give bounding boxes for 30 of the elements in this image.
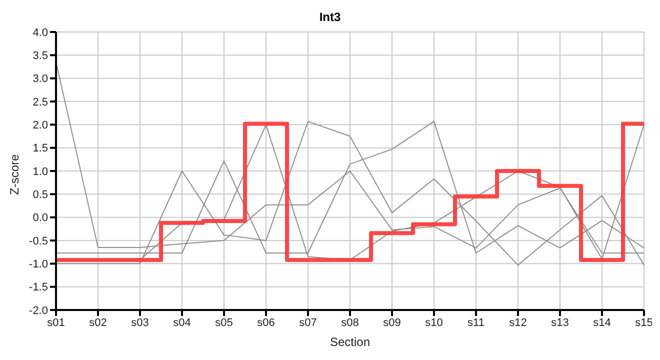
x-tick-label: s13 bbox=[551, 316, 569, 329]
x-tick-label: s10 bbox=[425, 316, 443, 329]
y-tick-label: 3.0 bbox=[32, 73, 48, 86]
x-axis-title: Section bbox=[330, 335, 370, 349]
y-tick-label: 3.5 bbox=[32, 50, 48, 62]
y-tick-label: 2.0 bbox=[32, 120, 48, 132]
x-tick-label: s02 bbox=[89, 316, 107, 329]
x-tick-label: s08 bbox=[341, 316, 359, 329]
chart-title: Int3 bbox=[318, 9, 342, 26]
x-tick-label: s09 bbox=[383, 316, 401, 329]
y-tick-label: 2.5 bbox=[32, 96, 48, 108]
x-tick-label: s14 bbox=[593, 316, 611, 329]
y-axis-title: Z-score bbox=[7, 154, 22, 195]
y-tick-label: 1.0 bbox=[32, 166, 48, 178]
x-tick-label: s03 bbox=[131, 316, 149, 329]
x-tick-label: s12 bbox=[509, 316, 527, 329]
y-tick-label: -2.0 bbox=[29, 304, 48, 317]
x-tick-label: s06 bbox=[257, 316, 275, 329]
y-tick-label: -1.5 bbox=[29, 282, 48, 294]
y-tick-label: 0.0 bbox=[32, 212, 48, 224]
x-tick-label: s01 bbox=[47, 316, 65, 329]
y-tick-label: 0.5 bbox=[32, 189, 48, 202]
y-tick-label: 4.0 bbox=[32, 26, 48, 39]
y-tick-label: -1.0 bbox=[29, 258, 48, 271]
x-tick-label: s04 bbox=[173, 316, 191, 329]
y-tick-label: 1.5 bbox=[32, 142, 48, 155]
x-tick-label: s07 bbox=[299, 316, 317, 329]
x-tick-label: s11 bbox=[468, 316, 484, 329]
y-tick-label: -0.5 bbox=[29, 235, 48, 248]
x-tick-label: s05 bbox=[215, 316, 233, 329]
